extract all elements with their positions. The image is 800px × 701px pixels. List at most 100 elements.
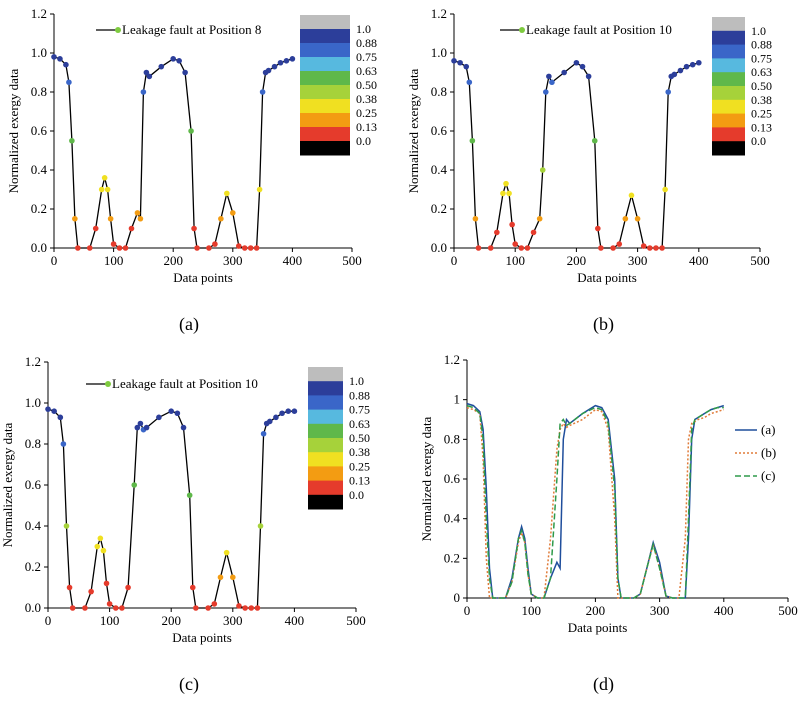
data-point-b bbox=[543, 89, 549, 95]
data-point-c bbox=[100, 547, 107, 554]
data-point-c bbox=[134, 424, 141, 431]
panel-label-a: (a) bbox=[179, 314, 199, 334]
colorbar-tick-label-b: 0.63 bbox=[751, 65, 772, 79]
x-tick-label-a: 400 bbox=[283, 253, 303, 268]
y-tick-label-b: 0.6 bbox=[431, 123, 448, 138]
series-line-c bbox=[47, 408, 295, 609]
colorbar-band-c bbox=[308, 438, 343, 453]
legend-label-c: Leakage fault at Position 10 bbox=[112, 376, 258, 391]
x-axis-label-c: Data points bbox=[172, 630, 232, 645]
colorbar-band-b bbox=[712, 72, 745, 87]
legend-label-a: Leakage fault at Position 8 bbox=[122, 22, 261, 37]
data-point-a bbox=[51, 54, 57, 60]
data-point-c bbox=[193, 605, 199, 611]
colorbar-band-a bbox=[300, 99, 350, 114]
data-point-b bbox=[647, 245, 653, 251]
y-tick-label-c: 0.6 bbox=[25, 477, 42, 492]
series-line-b bbox=[466, 406, 725, 599]
data-point-c bbox=[94, 543, 101, 550]
panel-label-c: (c) bbox=[179, 674, 199, 694]
y-tick-label-d: 0.4 bbox=[444, 511, 461, 526]
legend-label-b: (b) bbox=[761, 445, 776, 460]
data-point-c bbox=[103, 580, 110, 587]
data-point-c bbox=[45, 406, 51, 412]
colorbar-tick-label-c: 0.0 bbox=[349, 488, 364, 502]
data-point-c bbox=[168, 408, 174, 415]
x-tick-label-a: 500 bbox=[342, 253, 362, 268]
data-point-c bbox=[97, 535, 104, 542]
y-tick-label-c: 1.0 bbox=[25, 395, 41, 410]
data-point-a bbox=[224, 190, 230, 197]
data-point-a bbox=[134, 210, 141, 216]
data-point-a bbox=[140, 89, 147, 95]
data-point-c bbox=[248, 605, 255, 611]
y-tick-label-d: 1 bbox=[454, 392, 461, 407]
colorbar-band-a bbox=[300, 85, 350, 100]
colorbar-band-b bbox=[712, 113, 745, 128]
data-point-a bbox=[241, 245, 248, 251]
colorbar-band-c bbox=[308, 395, 343, 411]
x-tick-label-b: 300 bbox=[628, 253, 648, 268]
data-point-c bbox=[125, 584, 131, 591]
legend-label-a: (a) bbox=[761, 422, 775, 437]
y-tick-label-a: 1.0 bbox=[31, 45, 47, 60]
data-point-c bbox=[51, 408, 57, 415]
y-tick-label-d: 0.8 bbox=[444, 431, 460, 446]
colorbar-tick-label-a: 0.25 bbox=[356, 106, 377, 120]
colorbar-band-b bbox=[712, 86, 745, 101]
data-point-a bbox=[69, 137, 75, 144]
data-point-a bbox=[253, 245, 260, 251]
colorbar-band-a bbox=[300, 141, 350, 156]
data-point-b bbox=[463, 63, 470, 70]
data-point-a bbox=[107, 215, 114, 222]
data-point-b bbox=[659, 245, 665, 251]
colorbar-tick-label-c: 0.38 bbox=[349, 445, 370, 459]
data-point-b bbox=[677, 67, 684, 74]
y-tick-label-d: 1.2 bbox=[444, 352, 460, 367]
colorbar-tick-label-c: 0.88 bbox=[349, 388, 370, 402]
y-tick-label-c: 1.2 bbox=[25, 354, 41, 369]
y-tick-label-a: 0.6 bbox=[31, 123, 48, 138]
panel-label-b: (b) bbox=[593, 314, 614, 334]
colorbar-band-c bbox=[308, 367, 343, 382]
colorbar-band-a bbox=[300, 29, 350, 44]
x-tick-label-c: 300 bbox=[223, 613, 243, 628]
data-point-a bbox=[230, 210, 236, 216]
colorbar-band-b bbox=[712, 17, 745, 32]
data-point-b bbox=[616, 241, 623, 247]
y-tick-label-a: 0.4 bbox=[31, 162, 48, 177]
x-tick-label-c: 200 bbox=[161, 613, 181, 628]
data-point-b bbox=[518, 245, 525, 251]
data-point-c bbox=[143, 424, 150, 431]
data-point-b bbox=[634, 215, 641, 222]
data-point-a bbox=[218, 215, 224, 222]
colorbar-tick-label-a: 0.13 bbox=[356, 120, 377, 134]
data-point-b bbox=[451, 58, 457, 64]
data-point-a bbox=[92, 225, 99, 232]
data-point-c bbox=[106, 601, 113, 607]
data-point-c bbox=[88, 588, 94, 595]
data-point-c bbox=[285, 408, 292, 415]
x-axis-label-d: Data points bbox=[568, 620, 628, 635]
data-point-c bbox=[119, 605, 125, 611]
data-point-b bbox=[591, 137, 598, 144]
colorbar-band-a bbox=[300, 57, 350, 72]
colorbar-band-a bbox=[300, 113, 350, 128]
y-tick-label-a: 0.8 bbox=[31, 84, 47, 99]
data-point-b bbox=[653, 245, 659, 251]
data-point-a bbox=[170, 56, 176, 62]
data-point-b bbox=[696, 59, 702, 66]
y-axis-label-d: Normalized exergy data bbox=[419, 416, 434, 541]
data-point-c bbox=[260, 430, 267, 437]
colorbar-band-a bbox=[300, 71, 350, 86]
y-tick-label-b: 0.8 bbox=[431, 84, 447, 99]
data-point-b bbox=[500, 190, 506, 197]
legend-label-b: Leakage fault at Position 10 bbox=[526, 22, 672, 37]
colorbar-band-c bbox=[308, 423, 343, 439]
x-tick-label-c: 100 bbox=[100, 613, 120, 628]
colorbar-band-a bbox=[300, 15, 350, 30]
data-point-c bbox=[242, 605, 248, 611]
data-point-c bbox=[156, 414, 162, 421]
data-point-b bbox=[475, 245, 482, 251]
data-point-a bbox=[75, 245, 81, 251]
